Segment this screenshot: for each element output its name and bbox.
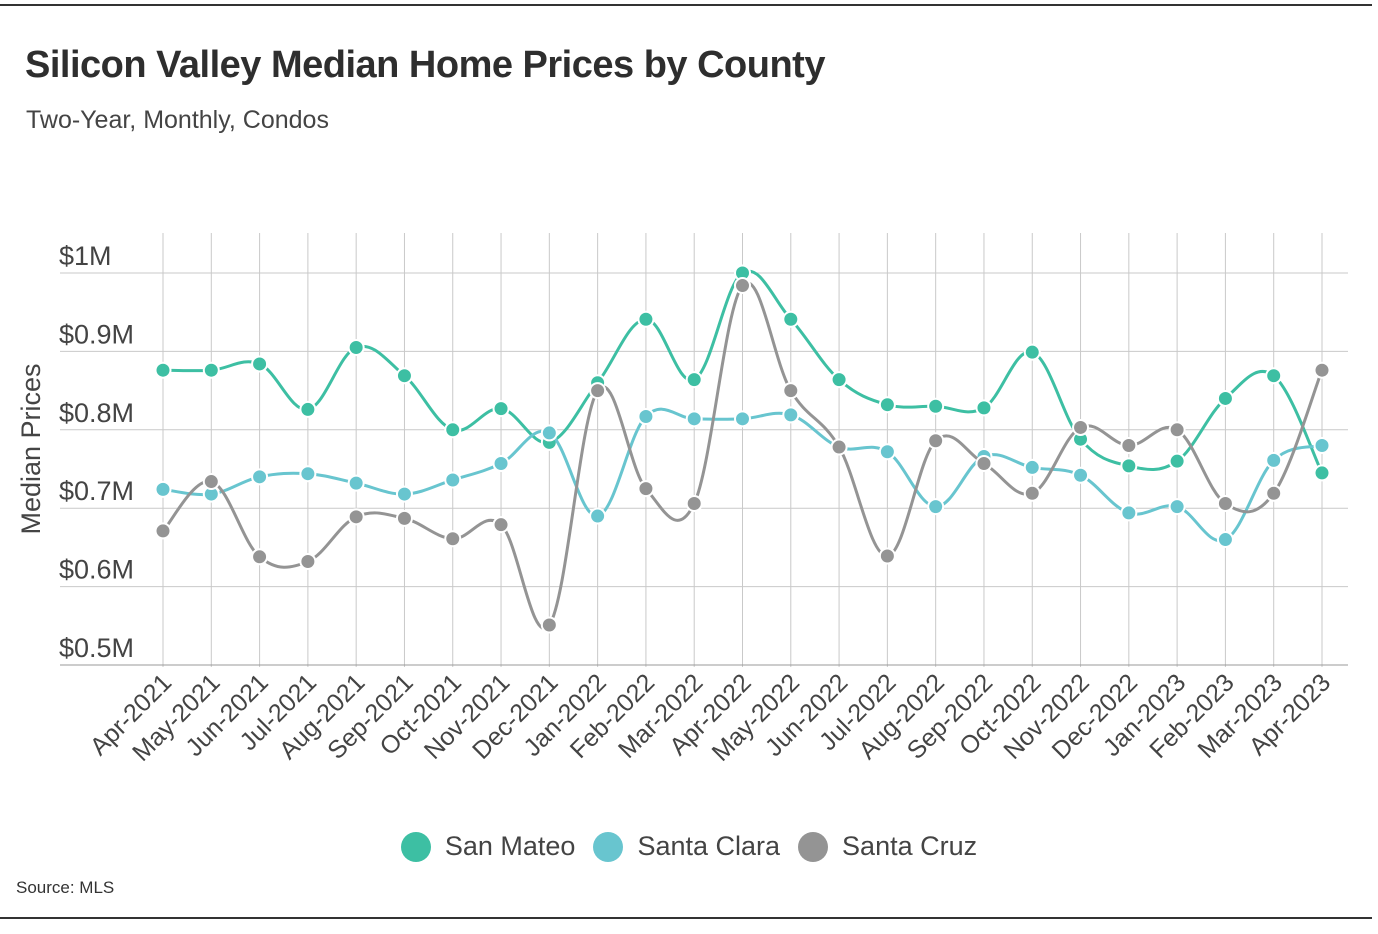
data-point-san-mateo bbox=[1121, 458, 1136, 473]
data-point-santa-clara bbox=[1121, 505, 1136, 520]
bottom-rule bbox=[0, 917, 1372, 919]
data-point-santa-cruz bbox=[156, 523, 171, 538]
data-point-santa-clara bbox=[880, 444, 895, 459]
y-tick-label: $0.5M bbox=[59, 633, 134, 663]
legend-swatch bbox=[798, 832, 828, 862]
data-point-santa-cruz bbox=[880, 549, 895, 564]
data-point-santa-cruz bbox=[783, 383, 798, 398]
legend-item-santa-cruz: Santa Cruz bbox=[798, 831, 977, 862]
data-point-santa-clara bbox=[156, 482, 171, 497]
y-tick-label: $0.8M bbox=[59, 398, 134, 428]
data-point-santa-clara bbox=[1025, 460, 1040, 475]
legend-swatch bbox=[401, 832, 431, 862]
data-point-santa-cruz bbox=[1073, 420, 1088, 435]
data-point-santa-clara bbox=[1218, 532, 1233, 547]
data-point-san-mateo bbox=[1315, 465, 1330, 480]
y-tick-label: $0.9M bbox=[59, 319, 134, 349]
data-point-san-mateo bbox=[494, 401, 509, 416]
data-point-san-mateo bbox=[1170, 454, 1185, 469]
data-point-santa-clara bbox=[1170, 499, 1185, 514]
data-point-san-mateo bbox=[445, 422, 460, 437]
data-point-santa-cruz bbox=[1315, 363, 1330, 378]
data-point-santa-cruz bbox=[1170, 422, 1185, 437]
data-point-santa-clara bbox=[494, 456, 509, 471]
data-point-santa-clara bbox=[735, 411, 750, 426]
data-point-santa-clara bbox=[687, 411, 702, 426]
data-point-santa-clara bbox=[542, 425, 557, 440]
data-point-san-mateo bbox=[638, 312, 653, 327]
data-point-san-mateo bbox=[397, 368, 412, 383]
data-point-san-mateo bbox=[976, 400, 991, 415]
data-point-santa-clara bbox=[638, 409, 653, 424]
data-point-santa-clara bbox=[1073, 468, 1088, 483]
data-point-san-mateo bbox=[204, 363, 219, 378]
y-tick-label: $0.6M bbox=[59, 555, 134, 585]
data-point-santa-clara bbox=[1315, 438, 1330, 453]
data-point-santa-cruz bbox=[1266, 486, 1281, 501]
data-point-santa-cruz bbox=[638, 481, 653, 496]
data-point-santa-cruz bbox=[252, 549, 267, 564]
data-point-san-mateo bbox=[156, 363, 171, 378]
line-chart: $1M $0.9M $0.8M $0.7M $0.6M $0.5M Median Price… bbox=[0, 0, 1378, 934]
legend-item-san-mateo: San Mateo bbox=[401, 831, 576, 862]
data-point-san-mateo bbox=[832, 372, 847, 387]
data-point-santa-cruz bbox=[687, 496, 702, 511]
data-point-san-mateo bbox=[880, 397, 895, 412]
data-point-san-mateo bbox=[1025, 345, 1040, 360]
data-point-san-mateo bbox=[349, 340, 364, 355]
data-point-santa-cruz bbox=[494, 517, 509, 532]
data-point-santa-cruz bbox=[349, 509, 364, 524]
data-point-santa-cruz bbox=[204, 474, 219, 489]
data-point-santa-cruz bbox=[928, 433, 943, 448]
legend: San Mateo Santa Clara Santa Cruz bbox=[0, 831, 1378, 862]
legend-swatch bbox=[593, 832, 623, 862]
data-point-santa-cruz bbox=[1025, 486, 1040, 501]
data-point-santa-cruz bbox=[1121, 438, 1136, 453]
data-point-santa-clara bbox=[349, 476, 364, 491]
data-point-santa-cruz bbox=[300, 554, 315, 569]
data-point-santa-clara bbox=[590, 509, 605, 524]
y-tick-label: $0.7M bbox=[59, 476, 134, 506]
data-point-santa-clara bbox=[397, 487, 412, 502]
legend-item-santa-clara: Santa Clara bbox=[593, 831, 780, 862]
data-point-san-mateo bbox=[1266, 368, 1281, 383]
y-axis-label: Median Prices bbox=[16, 363, 46, 534]
data-point-san-mateo bbox=[783, 312, 798, 327]
data-point-santa-clara bbox=[445, 472, 460, 487]
data-point-san-mateo bbox=[1218, 391, 1233, 406]
data-point-santa-cruz bbox=[976, 456, 991, 471]
data-point-san-mateo bbox=[252, 356, 267, 371]
data-point-san-mateo bbox=[300, 402, 315, 417]
data-point-santa-clara bbox=[252, 469, 267, 484]
data-point-santa-cruz bbox=[832, 440, 847, 455]
legend-label: Santa Cruz bbox=[842, 831, 977, 862]
data-point-santa-cruz bbox=[1218, 496, 1233, 511]
source-note: Source: MLS bbox=[16, 878, 114, 898]
data-point-santa-clara bbox=[1266, 453, 1281, 468]
data-point-santa-cruz bbox=[542, 618, 557, 633]
legend-label: San Mateo bbox=[445, 831, 576, 862]
data-point-santa-cruz bbox=[590, 383, 605, 398]
data-point-san-mateo bbox=[687, 372, 702, 387]
data-point-santa-cruz bbox=[735, 278, 750, 293]
data-point-santa-clara bbox=[928, 499, 943, 514]
y-tick-label: $1M bbox=[59, 241, 112, 271]
data-point-santa-cruz bbox=[397, 511, 412, 526]
legend-label: Santa Clara bbox=[637, 831, 780, 862]
data-point-san-mateo bbox=[928, 399, 943, 414]
data-point-santa-clara bbox=[783, 407, 798, 422]
data-point-santa-clara bbox=[300, 466, 315, 481]
data-point-santa-cruz bbox=[445, 531, 460, 546]
